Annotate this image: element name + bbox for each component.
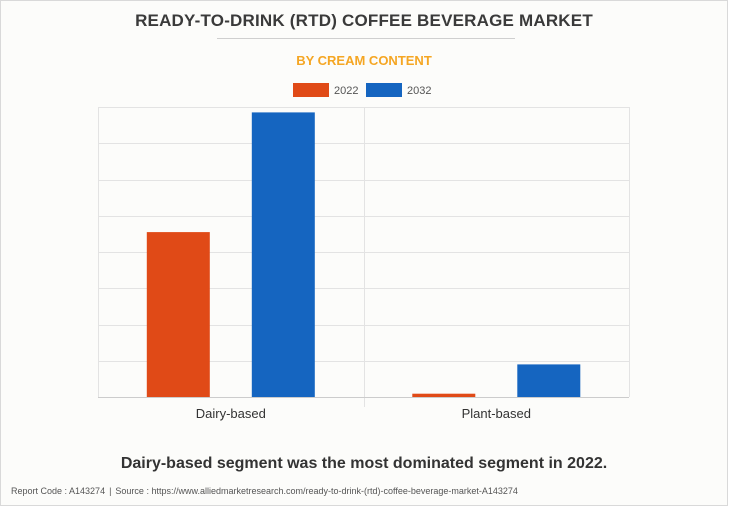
report-code: Report Code : A143274 (11, 486, 106, 496)
chart-subtitle: BY CREAM CONTENT (296, 53, 432, 68)
x-tick-label: Dairy-based (196, 406, 266, 421)
legend-swatch-2022 (293, 83, 329, 97)
bar-2022-dairy-based (146, 232, 210, 397)
legend: 2022 2032 (293, 83, 431, 97)
bar-chart: Dairy-based Plant-based 2022 2032 (98, 83, 630, 421)
legend-label-2032: 2032 (407, 85, 431, 97)
bar-2032-plant-based (517, 364, 581, 397)
source-link[interactable]: Source : https://www.alliedmarketresearc… (115, 486, 518, 496)
chart-caption: Dairy-based segment was the most dominat… (120, 455, 608, 472)
legend-label-2022: 2022 (334, 85, 358, 97)
legend-swatch-2032 (366, 83, 402, 97)
title-divider (217, 38, 515, 39)
bar-2022-plant-based (412, 393, 476, 397)
chart-title: READY-TO-DRINK (RTD) COFFEE BEVERAGE MAR… (135, 11, 593, 30)
footer-separator: | (109, 486, 112, 496)
x-tick-label: Plant-based (462, 406, 531, 421)
bar-2032-dairy-based (251, 112, 315, 398)
x-axis: Dairy-based Plant-based (98, 397, 629, 421)
report-footer: Report Code : A143274 | Source : https://w… (11, 486, 518, 496)
bars (146, 112, 581, 398)
grid-lines (98, 107, 630, 407)
